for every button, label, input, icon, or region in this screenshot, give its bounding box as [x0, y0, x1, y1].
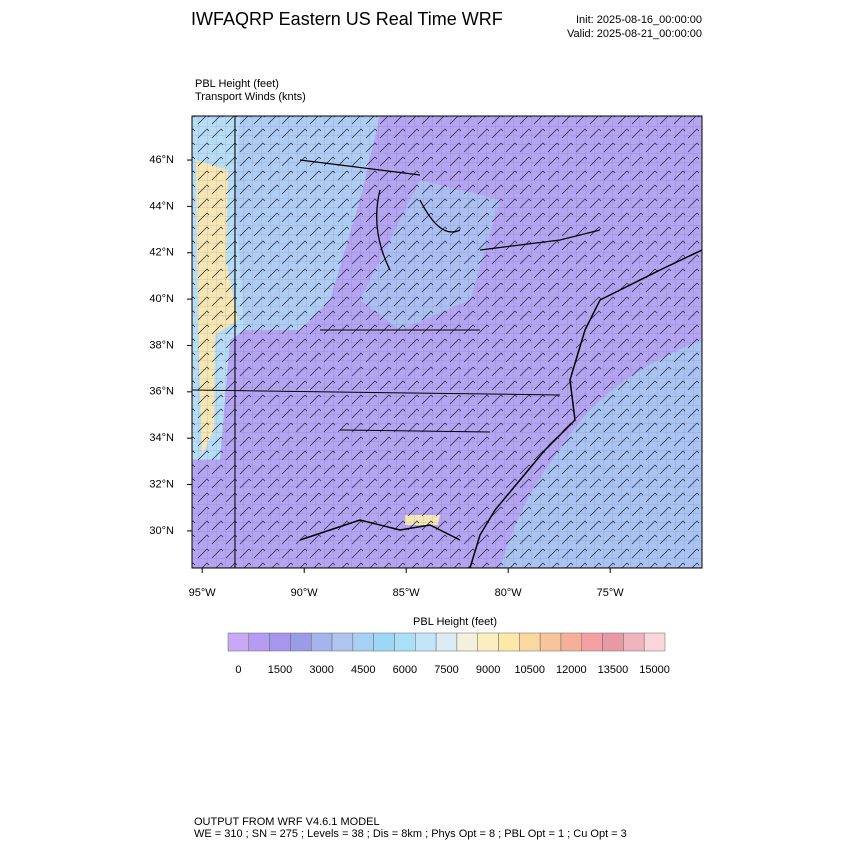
colorbar-box	[602, 632, 624, 652]
colorbar-box	[269, 632, 291, 652]
colorbar-tick-label: 7500	[434, 664, 458, 676]
x-tick-label: 95°W	[189, 587, 217, 599]
y-tick-label: 32°N	[149, 478, 174, 490]
colorbar-tick-label: 15000	[639, 664, 670, 676]
colorbar: 0 1500 3000 4500 6000 7500 9000 10500 12000 13500…	[227, 632, 670, 676]
colorbar-tick-label: 9000	[476, 664, 500, 676]
map-axes: 95°W 90°W 85°W 80°W 75°W 30°N 32°N 34°N 36°N 38°N…	[149, 154, 624, 599]
colorbar-tick-label: 4500	[351, 664, 375, 676]
colorbar-box	[227, 632, 250, 652]
colorbar-box	[310, 632, 333, 652]
y-tick-label: 44°N	[149, 200, 174, 212]
colorbar-tick-label: 12000	[556, 664, 587, 676]
colorbar-box	[456, 632, 478, 652]
colorbar-box	[539, 632, 562, 652]
colorbar-box	[394, 632, 416, 652]
map-field	[192, 116, 702, 568]
y-tick-label: 40°N	[149, 293, 174, 305]
colorbar-box	[415, 632, 437, 652]
colorbar-box	[373, 632, 395, 652]
colorbar-tick-label: 1500	[268, 664, 292, 676]
colorbar-tick-label: 3000	[309, 664, 333, 676]
colorbar-box	[331, 632, 354, 652]
coastline	[299, 249, 702, 568]
y-tick-label: 42°N	[149, 247, 174, 259]
field-label: PBL Height (feet)	[195, 78, 279, 90]
colorbar-box	[560, 632, 583, 652]
valid-time: Valid: 2025-08-21_00:00:00	[567, 28, 702, 40]
colorbar-box	[519, 632, 541, 652]
footer-line: OUTPUT FROM WRF V4.6.1 MODEL	[194, 816, 380, 828]
colorbar-tick-label: 13500	[598, 664, 629, 676]
x-tick-label: 85°W	[393, 587, 421, 599]
colorbar-tick-label: 10500	[514, 664, 545, 676]
x-tick-label: 75°W	[597, 587, 625, 599]
map-frame	[191, 115, 703, 569]
colorbar-title: PBL Height (feet)	[413, 616, 497, 628]
lake-shoreline	[299, 159, 601, 271]
colorbar-box	[581, 632, 603, 652]
colorbar-tick-label: 0	[235, 664, 241, 676]
y-tick-label: 36°N	[149, 386, 174, 398]
colorbar-box	[290, 632, 312, 652]
colorbar-box	[498, 632, 520, 652]
y-tick-label: 34°N	[149, 432, 174, 444]
x-tick-label: 90°W	[291, 587, 319, 599]
colorbar-tick-label: 6000	[393, 664, 417, 676]
footer-line: WE = 310 ; SN = 275 ; Levels = 38 ; Dis …	[194, 828, 627, 840]
colorbar-box	[352, 632, 374, 652]
wind-barbs	[192, 116, 702, 568]
y-tick-label: 30°N	[149, 525, 174, 537]
colorbar-box	[623, 632, 645, 652]
x-tick-label: 80°W	[495, 587, 523, 599]
y-tick-label: 38°N	[149, 339, 174, 351]
colorbar-box	[248, 632, 270, 652]
init-time: Init: 2025-08-16_00:00:00	[576, 14, 702, 26]
state-borders	[192, 116, 561, 568]
colorbar-box	[643, 632, 666, 652]
title: IWFAQRP Eastern US Real Time WRF	[191, 9, 503, 29]
field-label: Transport Winds (knts)	[195, 91, 306, 103]
y-tick-label: 46°N	[149, 154, 174, 166]
colorbar-box	[477, 632, 499, 652]
colorbar-box	[435, 632, 458, 652]
